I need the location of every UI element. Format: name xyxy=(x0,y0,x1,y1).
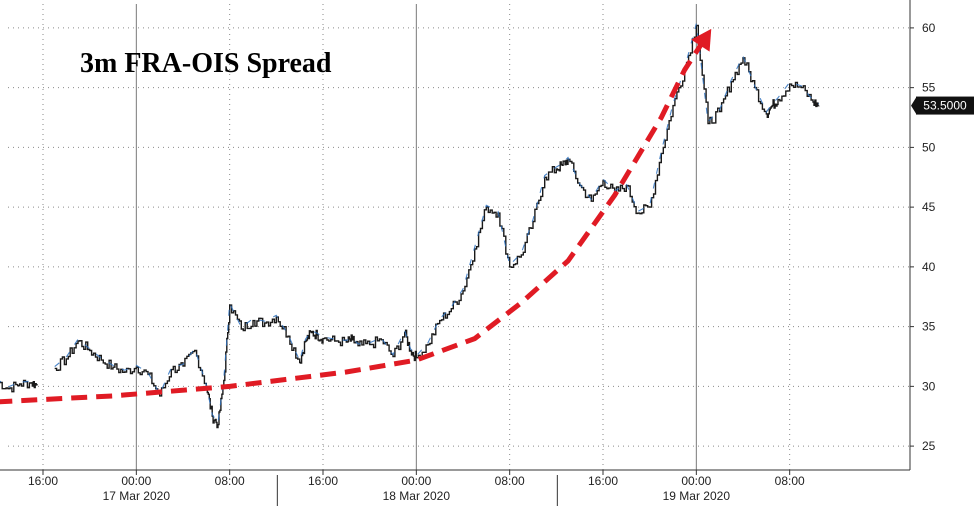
y-tick-label: 55 xyxy=(922,81,936,95)
x-tick-label: 16:00 xyxy=(28,474,58,488)
x-tick-label: 08:00 xyxy=(215,474,245,488)
y-tick-label: 50 xyxy=(922,140,936,154)
x-tick-label: 00:00 xyxy=(681,474,711,488)
last-value-pointer xyxy=(911,97,916,114)
series-line-segment xyxy=(0,379,38,393)
x-tick-label: 08:00 xyxy=(495,474,525,488)
date-label: 19 Mar 2020 xyxy=(663,489,731,503)
x-tick-label: 00:00 xyxy=(121,474,151,488)
x-tick-label: 16:00 xyxy=(588,474,618,488)
plot-area xyxy=(0,23,820,429)
y-tick-label: 60 xyxy=(922,21,936,35)
y-tick-label: 45 xyxy=(922,200,936,214)
y-tick-label: 30 xyxy=(922,379,936,393)
y-tick-label: 25 xyxy=(922,439,936,453)
x-tick-label: 16:00 xyxy=(308,474,338,488)
x-tick-label: 08:00 xyxy=(775,474,805,488)
y-tick-label: 40 xyxy=(922,260,936,274)
last-value-label: 53.5000 xyxy=(923,99,967,113)
trend-arrow-annotation xyxy=(0,28,712,405)
series-line-segment xyxy=(54,24,820,429)
y-tick-label: 35 xyxy=(922,320,936,334)
trend-arrow-path xyxy=(0,32,711,405)
date-label: 18 Mar 2020 xyxy=(383,489,451,503)
series-highlight xyxy=(54,23,820,425)
chart-title: 3m FRA-OIS Spread xyxy=(80,48,332,79)
date-label: 17 Mar 2020 xyxy=(103,489,171,503)
grid xyxy=(8,4,910,470)
last-value-badge xyxy=(916,96,974,115)
x-tick-label: 00:00 xyxy=(401,474,431,488)
trend-arrow-head xyxy=(691,28,712,52)
